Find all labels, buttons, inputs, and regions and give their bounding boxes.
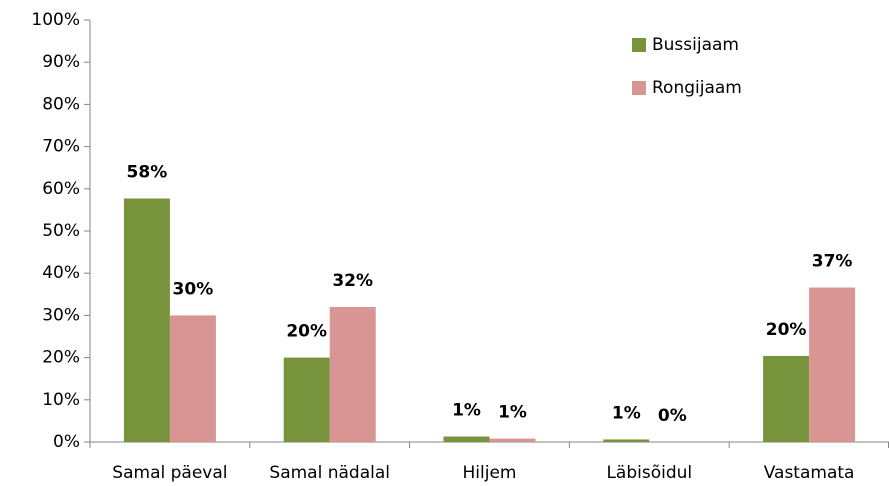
x-tick-label: Samal nädalal [269, 463, 390, 483]
y-tick-label: 10% [42, 390, 80, 410]
y-tick-label: 50% [42, 221, 80, 241]
bar [329, 306, 376, 442]
bar [763, 355, 810, 442]
x-tick-label: Samal päeval [112, 463, 227, 483]
y-tick-label: 20% [42, 348, 80, 368]
value-label: 1% [452, 401, 481, 421]
bar [169, 315, 216, 442]
bar [443, 436, 490, 442]
value-label: 58% [127, 163, 168, 183]
value-label: 1% [612, 403, 641, 423]
legend-label: Rongijaam [652, 78, 742, 98]
y-tick-label: 100% [31, 10, 80, 30]
value-label: 30% [173, 279, 214, 299]
legend-swatch [632, 81, 646, 95]
bar [123, 198, 170, 442]
value-label: 20% [286, 322, 327, 342]
y-tick-label: 60% [42, 179, 80, 199]
x-tick-label: Hiljem [463, 463, 517, 483]
y-tick-label: 80% [42, 94, 80, 114]
y-tick-label: 70% [42, 137, 80, 157]
y-tick-label: 0% [53, 432, 80, 452]
value-label: 0% [658, 406, 687, 426]
value-label: 20% [766, 320, 807, 340]
bar [809, 287, 856, 442]
bar [489, 438, 536, 442]
value-label: 32% [332, 271, 373, 291]
value-label: 37% [812, 252, 853, 272]
bar [603, 439, 650, 442]
y-tick-label: 90% [42, 52, 80, 72]
bar [283, 357, 330, 442]
legend-swatch [632, 38, 646, 52]
x-tick-label: Läbisõidul [606, 463, 692, 483]
x-tick-label: Vastamata [764, 463, 855, 483]
y-tick-label: 40% [42, 263, 80, 283]
y-tick-label: 30% [42, 305, 80, 325]
legend-label: Bussijaam [652, 35, 739, 55]
value-label: 1% [498, 403, 527, 423]
